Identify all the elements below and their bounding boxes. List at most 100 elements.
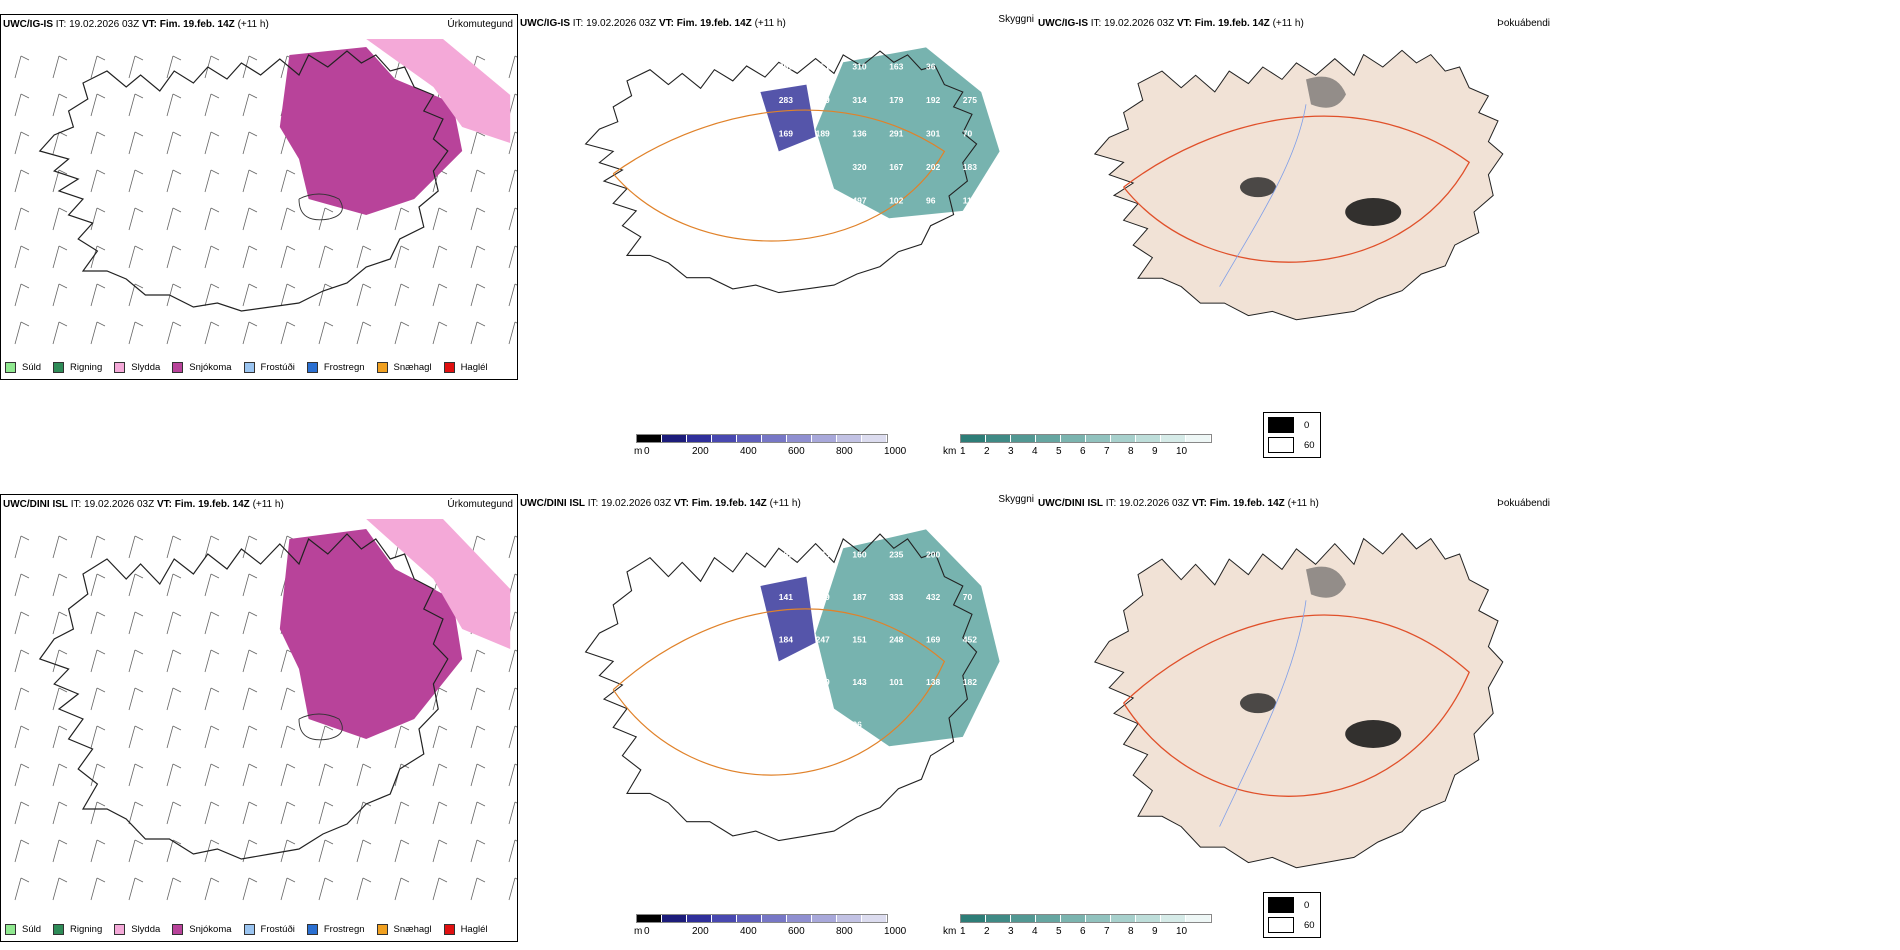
legend-item: Frostregn (306, 362, 365, 373)
wind-barb (242, 245, 258, 269)
visibility-value-label: 160 (852, 550, 866, 560)
wind-barb (242, 801, 258, 825)
visibility-value-label: 225 (816, 195, 830, 205)
fog-core (1240, 177, 1276, 198)
wind-barb (166, 321, 182, 345)
height-colorbar-swatches (636, 914, 888, 923)
visibility-value-label: 182 (963, 677, 977, 687)
wind-barb (318, 321, 334, 345)
wind-barb (14, 611, 30, 635)
wind-barb (14, 55, 30, 79)
height-colorbar-row2 (636, 914, 888, 923)
wind-barb (280, 801, 296, 825)
wind-barb (508, 55, 517, 79)
tick-label: 6 (1080, 926, 1086, 937)
legend-item: Slydda (114, 362, 160, 373)
wind-barb (128, 573, 144, 597)
wind-barb (14, 649, 30, 673)
wind-barb (52, 207, 68, 231)
wind-barb (52, 321, 68, 345)
tick-label: 1 (960, 446, 966, 457)
visibility-value-label: 143 (852, 677, 866, 687)
wind-barb (470, 321, 486, 345)
wind-barb (128, 839, 144, 863)
legend-swatch (53, 924, 65, 935)
wind-barb (14, 801, 30, 825)
wind-barb (128, 93, 144, 117)
visibility-value-label: 275 (963, 95, 977, 105)
visibility-value-label: 96 (926, 195, 936, 205)
visibility-value-label: 273 (779, 195, 793, 205)
panel-header: UWC/DINI ISL IT: 19.02.2026 03Z VT: Fim.… (520, 498, 801, 509)
height-tick-labels: 0 200 400 600 800 1000 (644, 446, 932, 457)
wind-barb (394, 877, 410, 901)
visibility-value-label: 179 (889, 95, 903, 105)
legend-swatch (376, 362, 388, 373)
visibility-value-label: 373 (779, 719, 793, 729)
wind-barb (508, 687, 517, 711)
wind-barb (470, 283, 486, 307)
wind-barb (14, 687, 30, 711)
panel-header: UWC/IG-IS IT: 19.02.2026 03Z VT: Fim. 19… (1038, 18, 1304, 29)
fog-core (1345, 198, 1402, 226)
legend-swatch (5, 924, 16, 935)
wind-barb (90, 763, 106, 787)
wind-barb (394, 725, 410, 749)
colorbar-segment (1161, 435, 1186, 442)
valid-time: Fim. 19.feb. 14Z (159, 19, 235, 30)
legend-item: Súld (5, 924, 41, 935)
wind-barb (242, 55, 258, 79)
init-time: 19.02.2026 03Z (84, 499, 155, 510)
init-time-label: IT: (55, 19, 67, 30)
coastline (584, 533, 978, 842)
visibility-value-label: 107 (816, 719, 830, 729)
wind-barb (204, 573, 220, 597)
wind-barb (470, 131, 486, 155)
tick-label: 1000 (884, 446, 907, 457)
wind-barb (52, 611, 68, 635)
wind-barb (14, 131, 30, 155)
lead-time: (+11 h) (237, 19, 269, 30)
wind-barb (356, 877, 372, 901)
tick-label: 10 (1176, 446, 1188, 457)
wind-barb (508, 535, 517, 559)
wind-barb (90, 877, 106, 901)
tick-label: 9 (1152, 926, 1158, 937)
valid-time: Fim. 19.feb. 14Z (691, 498, 767, 509)
colorbar-segment (1061, 435, 1086, 442)
visibility-value-label: 277 (963, 62, 977, 72)
wind-barb (52, 245, 68, 269)
wind-barb (90, 649, 106, 673)
panel-title: Úrkomutegund (447, 499, 513, 510)
init-time: 19.02.2026 03Z (601, 498, 672, 509)
visibility-value-label: 310 (852, 62, 866, 72)
fog-key-swatch (1268, 917, 1294, 933)
tick-label: 1000 (884, 926, 907, 937)
wind-barb (166, 55, 182, 79)
valid-time-label: VT: (141, 19, 157, 30)
colorbar-segment (1011, 915, 1036, 922)
fog-map (1093, 49, 1504, 321)
legend-label: Snjókoma (189, 362, 232, 373)
legend-item: Haglél (443, 924, 488, 935)
fog-key-item: 0 (1268, 897, 1316, 913)
colorbar-segment (737, 915, 762, 922)
legend-swatch (443, 924, 455, 935)
wind-barb (204, 321, 220, 345)
wind-barb (128, 687, 144, 711)
km-colorbar-row2 (960, 914, 1212, 923)
legend-label: Frostregn (323, 362, 365, 373)
wind-barb (52, 801, 68, 825)
visibility-value-label: 151 (852, 635, 866, 645)
visibility-value-label: 167 (889, 162, 903, 172)
wind-barb (90, 169, 106, 193)
wind-barb (128, 169, 144, 193)
visibility-value-label: 184 (779, 635, 793, 645)
legend-swatch (114, 924, 126, 935)
tick-label: 200 (692, 926, 709, 937)
visibility-value-label: 211 (963, 550, 977, 560)
wind-barb (90, 687, 106, 711)
glacier-outline (298, 713, 343, 741)
coastline (38, 50, 449, 312)
model-name: UWC/IG-IS (1038, 18, 1088, 29)
